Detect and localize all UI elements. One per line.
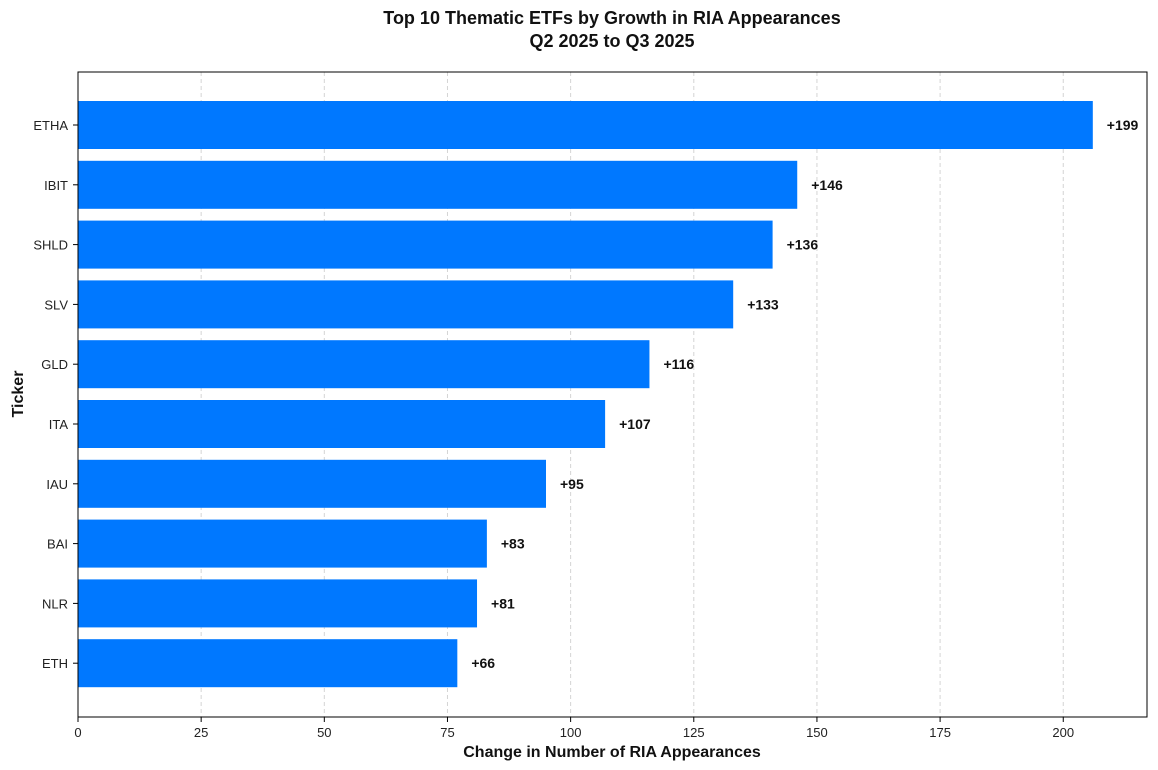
data-label: +81 [491,595,515,611]
y-tick-label: ETH [42,656,68,671]
data-label: +133 [747,296,779,312]
bars [78,101,1093,688]
data-label: +66 [471,655,495,671]
data-label: +199 [1107,117,1139,133]
x-tick-label: 25 [194,725,208,740]
x-tick-label: 100 [560,725,582,740]
bar-shld [78,220,773,269]
y-tick-label: BAI [47,537,68,552]
bar-bai [78,519,487,568]
y-tick-label: IAU [46,477,68,492]
x-tick-label: 150 [806,725,828,740]
plot-area-frame [77,71,1148,718]
x-axis-ticks: 0 25 50 75 100 125 150 175 200 [74,717,1074,740]
bar-slv [78,280,734,329]
y-tick-label: NLR [42,596,68,611]
bar-eth [78,639,458,688]
data-label: +83 [501,536,525,552]
data-label: +95 [560,476,584,492]
y-axis-title: Ticker [10,371,27,418]
x-tick-label: 75 [440,725,454,740]
y-tick-label: GLD [41,357,68,372]
bar-gld [78,340,650,389]
bar-etha [78,101,1093,149]
data-labels: +199 +146 +136 +133 +116 +107 +95 +83 +81 +66 [471,117,1138,671]
data-label: +116 [663,356,694,372]
x-tick-label: 175 [929,725,951,740]
bar-nlr [78,579,478,628]
x-tick-label: 50 [317,725,331,740]
y-tick-label: ETHA [33,118,68,133]
y-tick-label: SLV [44,297,68,312]
bar-ita [78,400,606,448]
data-label: +146 [811,177,843,193]
y-axis-ticks: ETHA IBIT SHLD SLV GLD ITA IAU BAI NLR ETH [33,118,78,671]
x-tick-label: 200 [1052,725,1074,740]
chart-subtitle: Q2 2025 to Q3 2025 [529,31,694,51]
data-label: +107 [619,416,651,432]
bar-ibit [78,160,798,209]
y-tick-label: ITA [49,417,69,432]
y-tick-label: SHLD [33,238,68,253]
x-axis-title: Change in Number of RIA Appearances [463,744,761,761]
data-label: +136 [787,237,819,253]
chart-title: Top 10 Thematic ETFs by Growth in RIA Ap… [383,8,840,28]
y-tick-label: IBIT [44,178,68,193]
x-tick-label: 125 [683,725,705,740]
x-tick-label: 0 [74,725,81,740]
bar-iau [78,459,546,508]
